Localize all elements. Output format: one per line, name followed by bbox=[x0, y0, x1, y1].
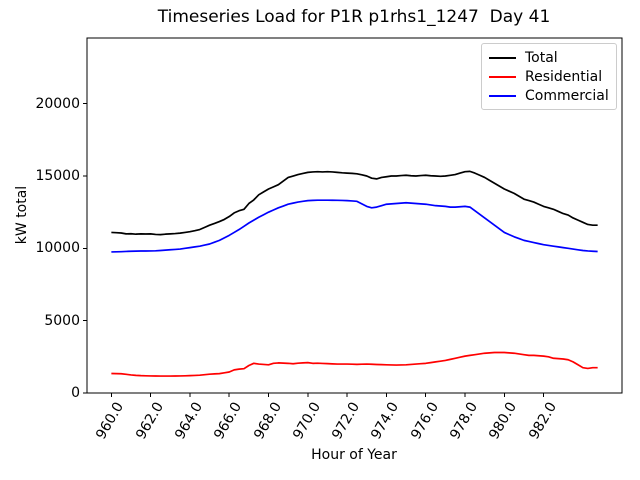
legend-line-sample bbox=[489, 94, 516, 97]
y-tick-label: 0 bbox=[71, 385, 80, 401]
commercial-line bbox=[111, 199, 598, 253]
legend-label: Total bbox=[525, 49, 558, 66]
legend-line-sample bbox=[489, 56, 516, 59]
legend-entry-commercial: Commercial bbox=[489, 86, 609, 105]
y-tick-label: 20000 bbox=[35, 95, 80, 112]
series-lines bbox=[111, 170, 598, 377]
legend-entry-total: Total bbox=[489, 48, 609, 67]
y-tick-label: 5000 bbox=[44, 312, 80, 329]
chart-title: Timeseries Load for P1R p1rhs1_1247 Day … bbox=[157, 7, 551, 27]
tick-marks bbox=[83, 103, 545, 397]
axes-border bbox=[86, 37, 623, 394]
legend-line-sample bbox=[489, 75, 516, 78]
legend-label: Commercial bbox=[525, 87, 609, 104]
y-tick-label: 10000 bbox=[35, 240, 80, 257]
y-axis-label: kW total bbox=[14, 185, 30, 245]
legend: Total Residential Commercial bbox=[481, 43, 617, 110]
legend-entry-residential: Residential bbox=[489, 67, 609, 86]
legend-label: Residential bbox=[525, 68, 603, 85]
residential-line bbox=[111, 351, 598, 377]
x-axis-label: Hour of Year bbox=[311, 447, 397, 463]
y-tick-label: 15000 bbox=[35, 168, 80, 184]
total-line bbox=[111, 170, 598, 236]
